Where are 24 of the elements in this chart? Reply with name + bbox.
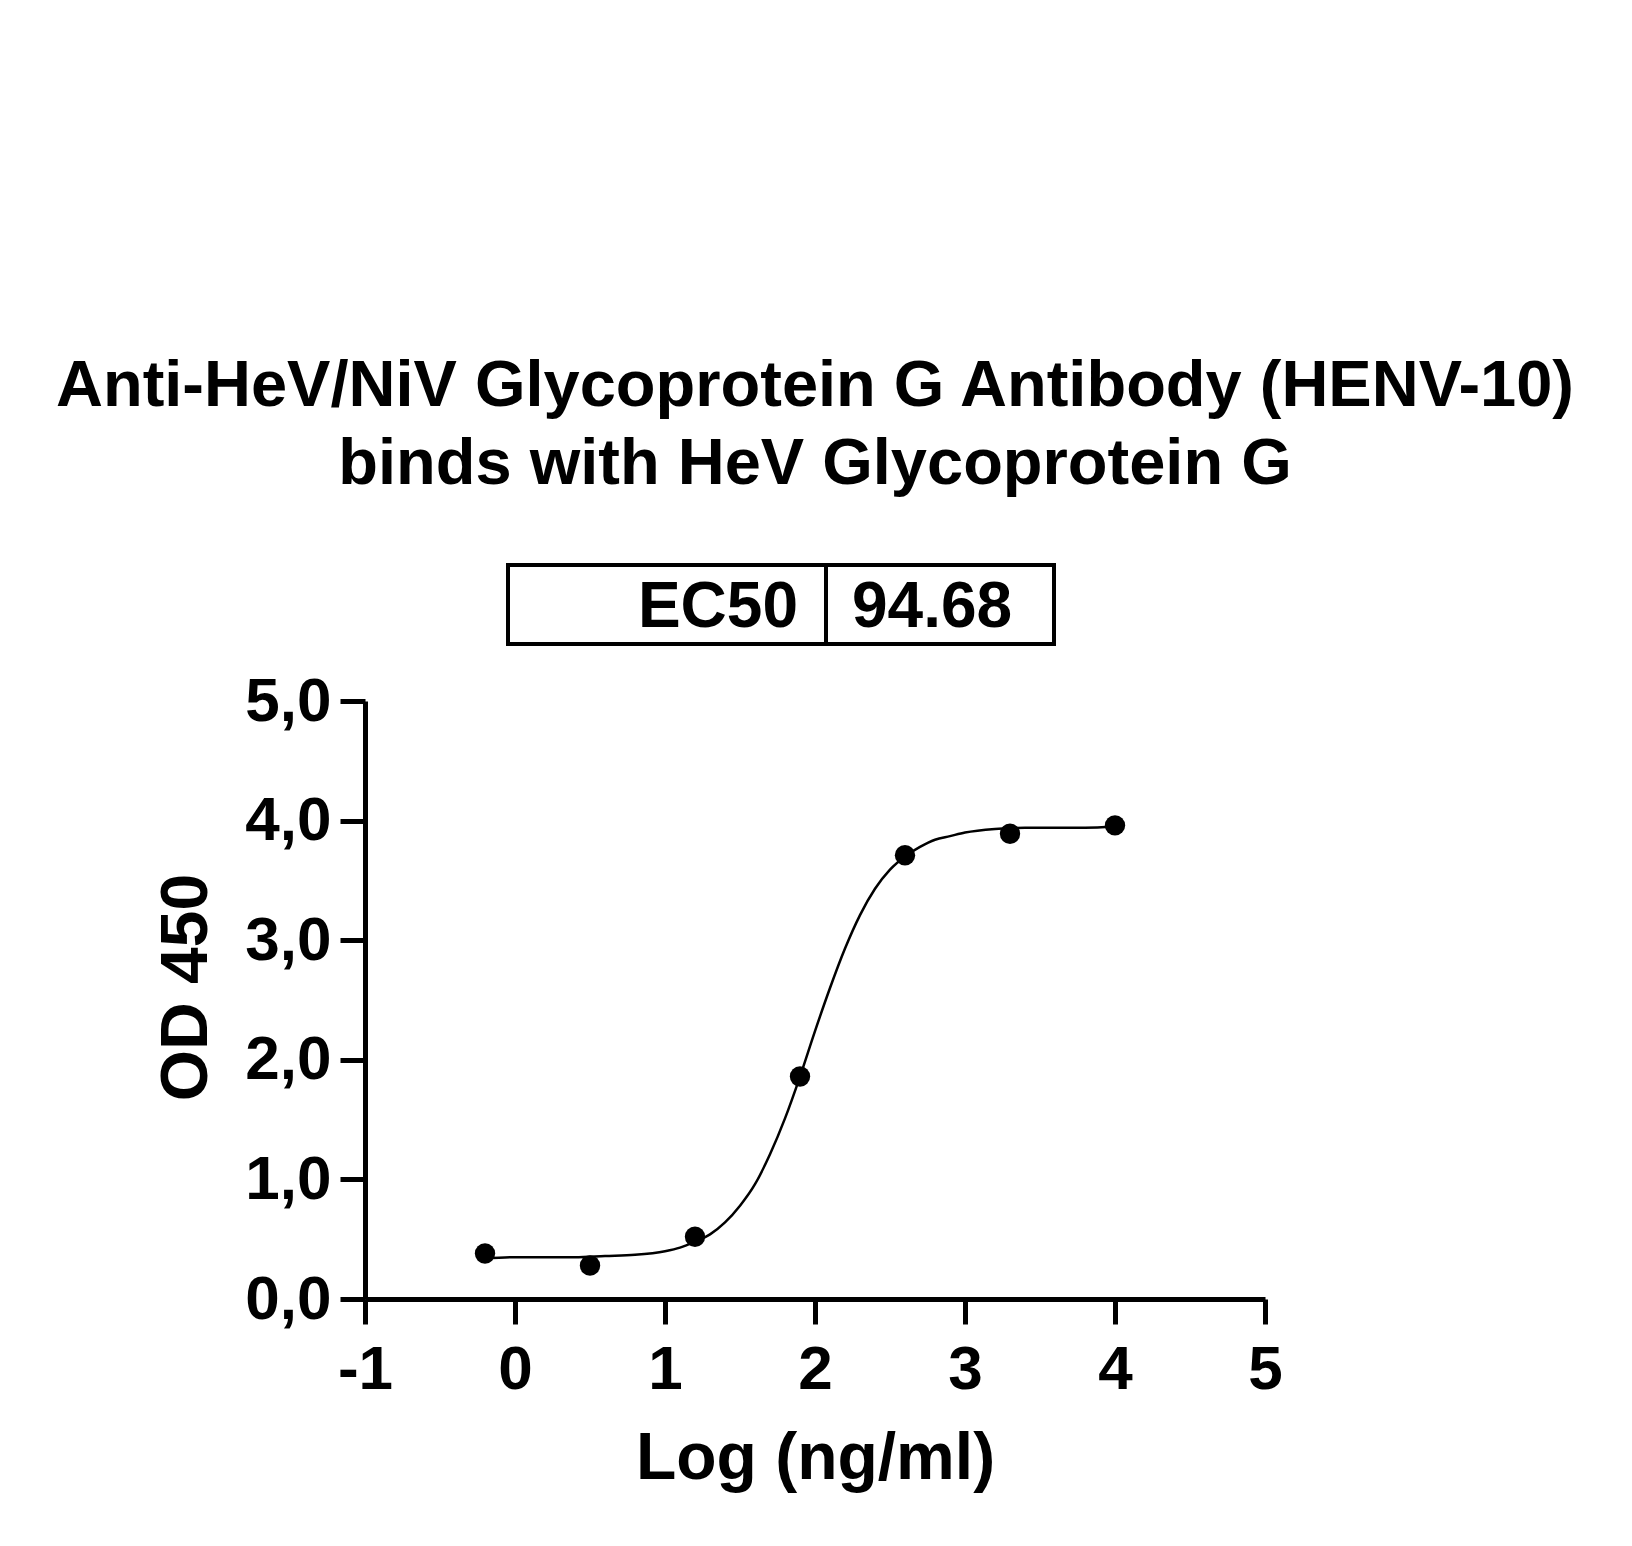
point	[999, 823, 1021, 844]
x-tick-label: 0	[498, 1332, 533, 1402]
y-tick-label: 2,0	[245, 1023, 332, 1093]
x-tick-label: 4	[1098, 1332, 1134, 1402]
y-tick-label: 1,0	[245, 1142, 332, 1212]
chart-title: Anti-HeV/NiV Glycoprotein G Antibody (HENV-10) binds with HeV Glycoprotein G	[56, 347, 1574, 498]
point	[474, 1243, 496, 1264]
point	[1104, 815, 1126, 836]
y-tick-label: 4,0	[245, 784, 332, 854]
x-tick-label: 1	[648, 1332, 683, 1402]
point	[579, 1255, 601, 1276]
y-tick-label: 5,0	[245, 664, 332, 734]
point	[894, 845, 916, 866]
x-tick-label: 3	[948, 1332, 983, 1402]
x-axis-title: Log (ng/ml)	[635, 1418, 996, 1493]
point	[789, 1066, 811, 1087]
x-tick-label: 5	[1248, 1332, 1283, 1402]
point	[684, 1226, 706, 1247]
y-axis-title: OD 450	[147, 873, 222, 1102]
x-tick-label: -1	[337, 1332, 394, 1402]
x-tick-label: 2	[798, 1332, 833, 1402]
table: EC50 94.68	[506, 563, 1056, 646]
y-tick-label: 3,0	[245, 903, 332, 973]
y-tick-label: 0,0	[245, 1262, 332, 1332]
